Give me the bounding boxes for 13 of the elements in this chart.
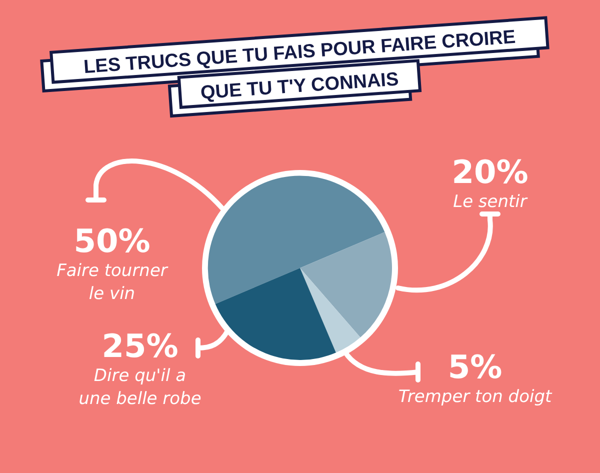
slice-label: Tremper ton doigt [398, 387, 553, 407]
data-label: 5% [448, 348, 502, 386]
chart-title: LES TRUCS QUE TU FAIS POUR FAIRE CROIRE QUE TU T'Y CONNAIS [82, 26, 516, 104]
data-label: 20% [452, 153, 528, 191]
slice-label: Faire tourner le vin [56, 261, 168, 304]
slice-label: Le sentir [453, 192, 528, 212]
data-label: 50% [74, 222, 150, 260]
pie-slice [300, 232, 392, 338]
slice-label: Dire qu'il a une belle robe [78, 366, 202, 409]
pie-slice [208, 176, 385, 304]
data-label: 25% [102, 327, 178, 365]
pie-slice [300, 268, 360, 353]
pie-slice [215, 268, 336, 360]
